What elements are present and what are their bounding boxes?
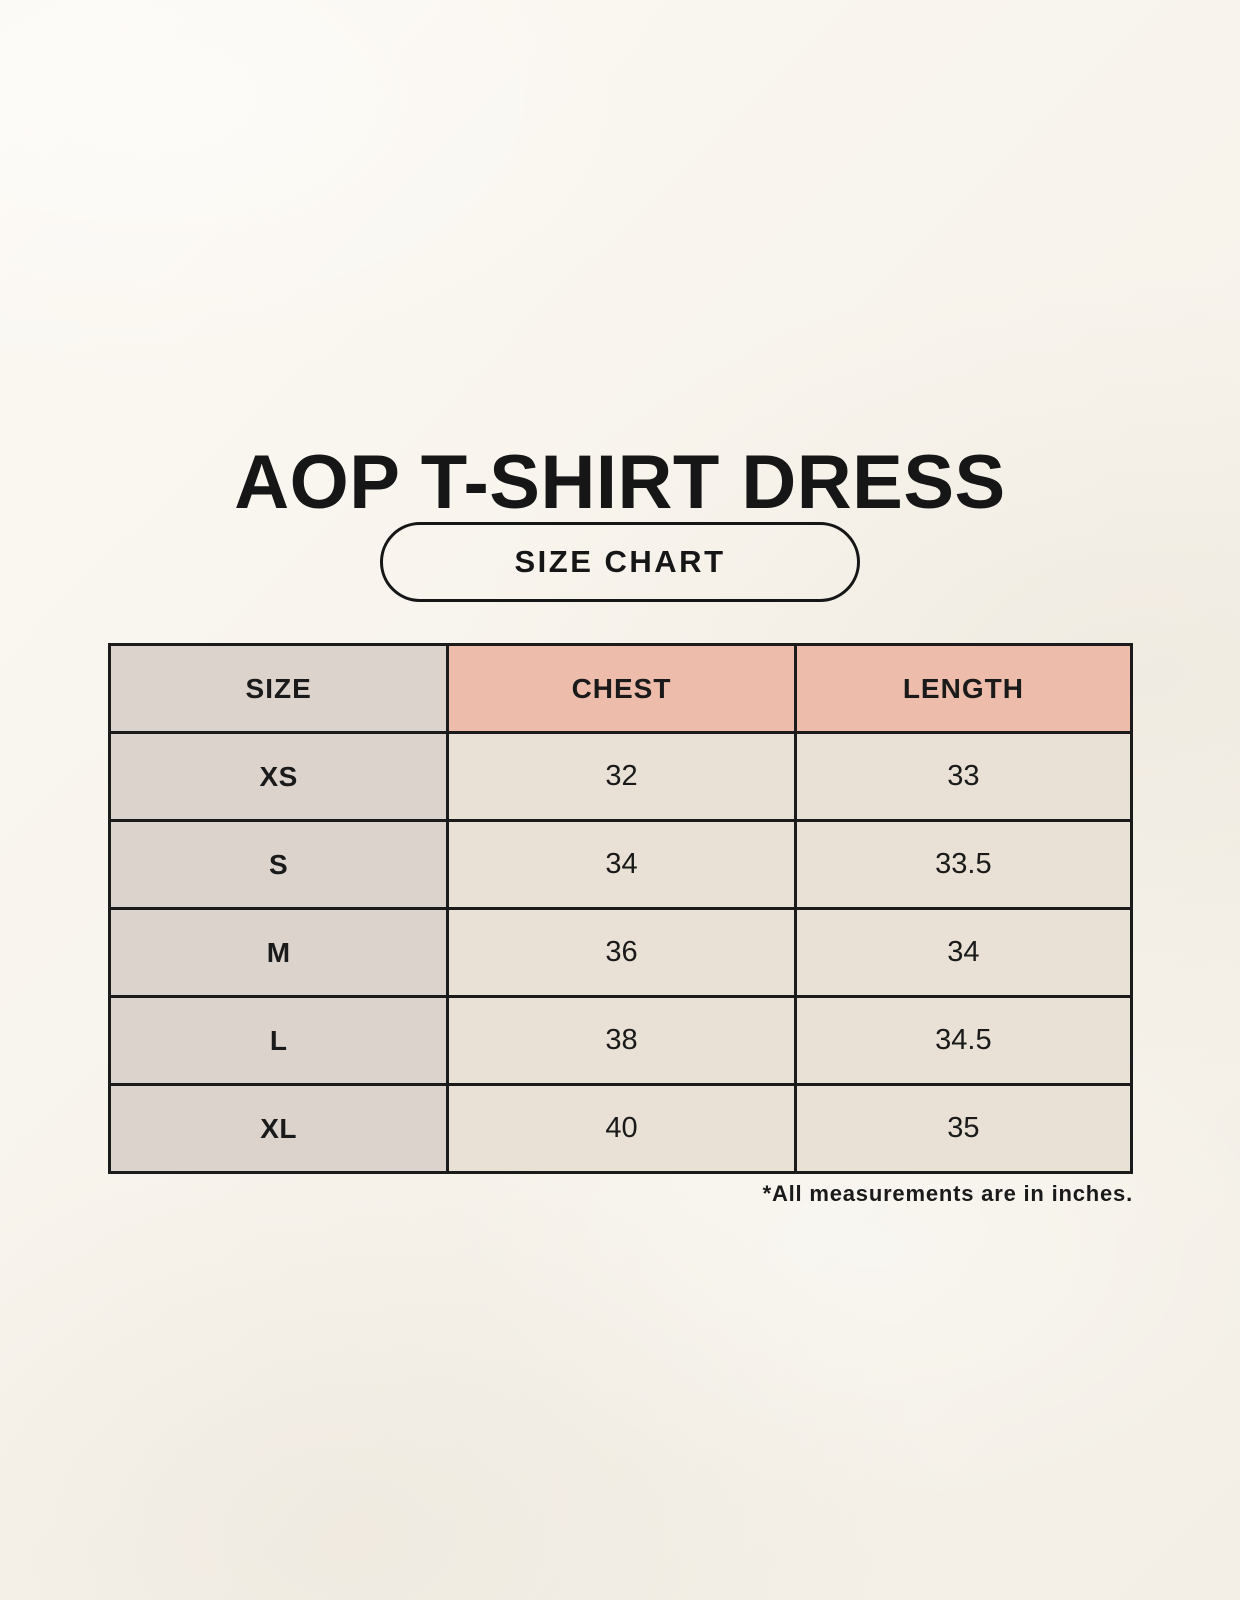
row-label-l: L (107, 995, 450, 1086)
cell-xl-chest: 40 (446, 1083, 797, 1174)
row-label-m: M (107, 907, 450, 998)
cell-m-length: 34 (793, 907, 1134, 998)
row-label-xl: XL (107, 1083, 450, 1174)
cell-l-length: 34.5 (793, 995, 1134, 1086)
cell-m-chest: 36 (446, 907, 797, 998)
measurement-footnote: *All measurements are in inches. (762, 1181, 1133, 1206)
page-title: AOP T-SHIRT DRESS (234, 439, 1006, 525)
table-row: L 38 34.5 (107, 995, 1134, 1086)
cell-l-chest: 38 (446, 995, 797, 1086)
cell-xs-length: 33 (793, 731, 1134, 822)
table-row: XL 40 35 (107, 1083, 1134, 1174)
table-row: S 34 33.5 (107, 819, 1134, 910)
row-label-s: S (107, 819, 450, 910)
cell-s-length: 33.5 (793, 819, 1134, 910)
table-row: M 36 34 (107, 907, 1134, 998)
size-chart-table: SIZE CHEST LENGTH XS 32 33 S 34 33.5 M 3… (107, 643, 1134, 1174)
header-row: SIZE CHEST LENGTH (107, 643, 1134, 734)
table-row: XS 32 33 (107, 731, 1134, 822)
size-chart-badge-label: SIZE CHART (514, 544, 726, 579)
cell-s-chest: 34 (446, 819, 797, 910)
size-chart-badge: SIZE CHART (380, 522, 860, 602)
cell-xl-length: 35 (793, 1083, 1134, 1174)
row-label-xs: XS (107, 731, 450, 822)
column-header-length: LENGTH (793, 643, 1134, 734)
cell-xs-chest: 32 (446, 731, 797, 822)
column-header-size: SIZE (107, 643, 450, 734)
column-header-chest: CHEST (446, 643, 797, 734)
